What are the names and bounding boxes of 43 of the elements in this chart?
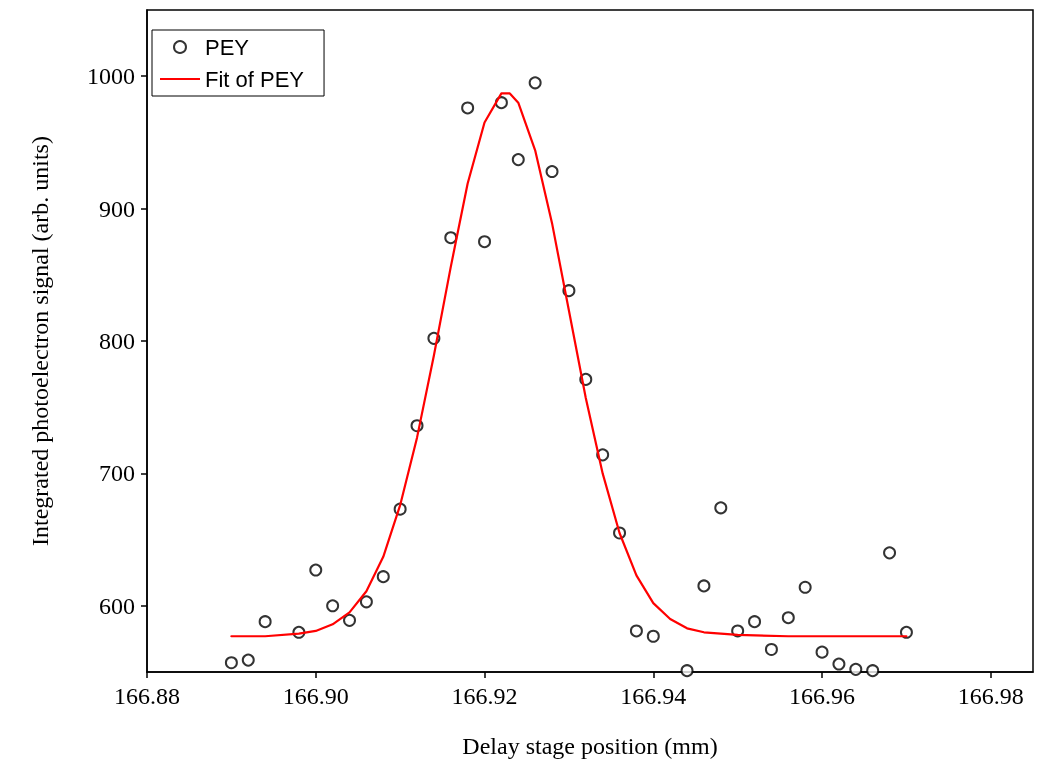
point bbox=[478, 235, 492, 249]
point bbox=[832, 657, 846, 671]
x-tick-label: 166.90 bbox=[282, 683, 349, 709]
x-tick-label: 166.88 bbox=[114, 683, 180, 709]
point bbox=[511, 153, 525, 167]
point bbox=[680, 664, 694, 678]
point bbox=[714, 501, 728, 515]
point bbox=[444, 231, 458, 245]
point bbox=[697, 579, 711, 593]
point bbox=[258, 615, 272, 629]
point bbox=[309, 563, 323, 577]
point bbox=[376, 570, 390, 584]
y-tick-label: 800 bbox=[99, 328, 135, 354]
x-tick-label: 166.96 bbox=[789, 683, 856, 709]
point bbox=[849, 662, 863, 676]
point bbox=[866, 664, 880, 678]
point bbox=[224, 656, 238, 670]
x-tick-label: 166.92 bbox=[451, 683, 518, 709]
point bbox=[748, 615, 762, 629]
y-axis-title: Integrated photoelectron signal (arb. units) bbox=[27, 136, 53, 546]
point bbox=[764, 642, 778, 656]
point bbox=[461, 101, 475, 115]
point bbox=[528, 76, 542, 90]
point bbox=[781, 611, 795, 625]
point bbox=[815, 645, 829, 659]
point bbox=[629, 624, 643, 638]
point bbox=[241, 653, 255, 667]
point bbox=[798, 580, 812, 594]
x-axis-title: Delay stage position (mm) bbox=[462, 733, 718, 759]
y-tick-label: 600 bbox=[99, 592, 135, 619]
x-tick-label: 166.98 bbox=[957, 683, 1024, 709]
point bbox=[326, 599, 340, 613]
point bbox=[646, 629, 660, 643]
x-tick-label: 166.94 bbox=[620, 683, 687, 709]
legend-label: PEY bbox=[205, 34, 250, 60]
y-tick-label: 900 bbox=[99, 195, 135, 222]
point bbox=[883, 546, 897, 560]
y-tick-label: 1000 bbox=[87, 63, 135, 90]
y-tick-label: 700 bbox=[99, 460, 135, 487]
point bbox=[343, 613, 357, 627]
point bbox=[359, 595, 373, 609]
legend-label: Fit of PEY bbox=[205, 66, 305, 92]
point bbox=[545, 165, 559, 179]
